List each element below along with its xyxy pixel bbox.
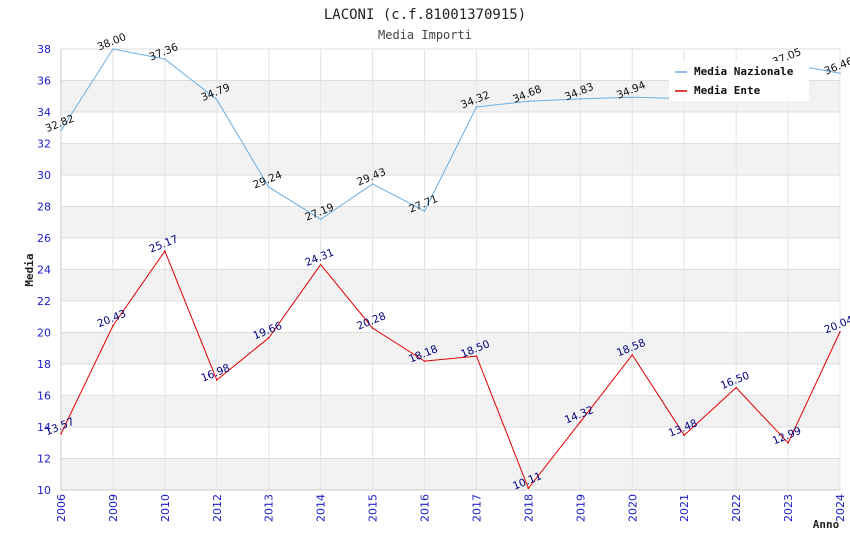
chart-subtitle: Media Importi xyxy=(378,28,472,42)
data-point-media-nazionale xyxy=(839,72,841,75)
x-tick-label: 2009 xyxy=(107,494,120,522)
y-tick-label: 12 xyxy=(37,453,51,466)
y-tick-label: 36 xyxy=(37,75,51,88)
y-tick-label: 22 xyxy=(37,295,51,308)
x-axis-label: Anno xyxy=(813,518,840,531)
data-point-media-ente xyxy=(475,355,478,357)
data-point-media-ente xyxy=(735,386,737,389)
data-point-media-nazionale xyxy=(216,98,218,101)
data-point-media-nazionale xyxy=(112,48,114,50)
x-tick-label: 2015 xyxy=(367,494,380,522)
data-point-media-ente xyxy=(631,354,634,356)
x-tick-label: 2018 xyxy=(522,494,535,522)
legend: Media Nazionale Media Ente xyxy=(669,61,809,101)
data-point-media-ente xyxy=(423,360,426,362)
chart-title: LACONI (c.f.81001370915) xyxy=(324,7,526,23)
x-tick-label: 2024 xyxy=(834,494,847,522)
x-tick-label: 2021 xyxy=(678,494,691,522)
legend-background xyxy=(669,61,809,101)
background-band xyxy=(61,112,840,144)
data-point-media-nazionale xyxy=(423,210,426,212)
data-point-media-nazionale xyxy=(527,100,530,103)
background-band xyxy=(61,238,840,270)
x-tick-label: 2013 xyxy=(263,494,276,522)
y-tick-label: 28 xyxy=(37,201,51,214)
data-point-media-ente xyxy=(787,442,789,444)
data-point-media-ente xyxy=(319,263,322,266)
x-tick-label: 2017 xyxy=(470,494,483,522)
data-point-media-ente xyxy=(216,379,218,381)
background-band xyxy=(61,206,840,238)
y-tick-label: 14 xyxy=(37,421,51,434)
y-tick-label: 30 xyxy=(37,169,51,182)
data-point-media-nazionale xyxy=(164,58,166,60)
background-band xyxy=(61,332,840,364)
data-point-media-nazionale xyxy=(371,183,374,185)
data-point-media-nazionale xyxy=(267,186,270,188)
y-tick-label: 34 xyxy=(37,106,51,119)
gridlines xyxy=(60,48,841,491)
data-point-media-nazionale xyxy=(60,129,62,132)
x-tick-label: 2016 xyxy=(419,494,432,522)
background-band xyxy=(61,364,840,396)
data-point-media-ente xyxy=(164,250,166,252)
data-point-media-nazionale xyxy=(319,218,322,221)
background-band xyxy=(61,301,840,333)
data-point-media-nazionale xyxy=(631,96,634,98)
y-tick-label: 24 xyxy=(37,264,51,277)
x-tick-label: 2020 xyxy=(626,494,639,522)
y-tick-label: 38 xyxy=(37,43,51,56)
data-point-media-nazionale xyxy=(475,106,478,108)
y-tick-label: 26 xyxy=(37,232,51,245)
y-tick-label: 20 xyxy=(37,327,51,340)
y-tick-label: 16 xyxy=(37,390,51,403)
data-point-media-ente xyxy=(683,434,685,436)
legend-label-media-nazionale: Media Nazionale xyxy=(694,65,794,78)
data-point-media-ente xyxy=(60,432,62,435)
data-point-media-ente xyxy=(839,331,841,333)
data-point-media-nazionale xyxy=(579,98,582,100)
x-tick-label: 2023 xyxy=(782,494,795,522)
x-tick-label: 2012 xyxy=(211,494,224,522)
y-axis-label: Media xyxy=(23,253,36,286)
legend-label-media-ente: Media Ente xyxy=(694,84,761,97)
data-point-media-ente xyxy=(112,324,114,327)
data-point-media-ente xyxy=(371,327,374,329)
x-tick-label: 2010 xyxy=(159,494,172,522)
x-tick-label: 2014 xyxy=(315,494,328,522)
series-line-media-ente xyxy=(60,250,841,490)
x-tick-label: 2006 xyxy=(55,494,68,522)
data-point-media-ente xyxy=(527,487,530,490)
data-point-media-ente xyxy=(267,337,270,339)
y-tick-label: 10 xyxy=(37,484,51,497)
x-tick-label: 2022 xyxy=(730,494,743,522)
y-tick-label: 32 xyxy=(37,138,51,151)
background-band xyxy=(61,458,840,490)
x-tick-label: 2019 xyxy=(574,494,587,522)
background-band xyxy=(61,269,840,301)
background-band xyxy=(61,395,840,427)
background-band xyxy=(61,175,840,207)
background-band xyxy=(61,427,840,459)
y-tick-label: 18 xyxy=(37,358,51,371)
data-point-media-ente xyxy=(579,421,582,423)
